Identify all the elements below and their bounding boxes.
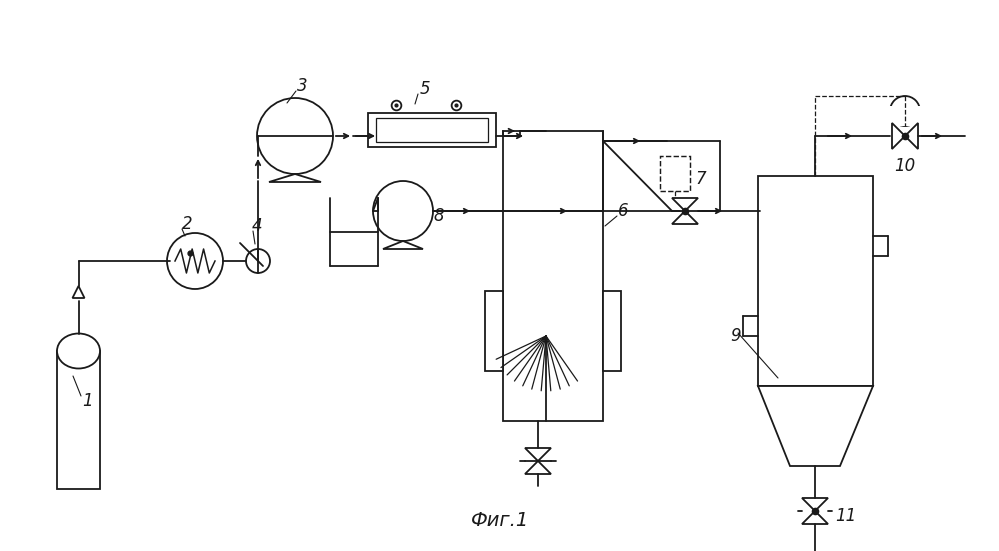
Polygon shape [802, 498, 828, 511]
Ellipse shape [57, 333, 100, 369]
Text: 4: 4 [252, 217, 263, 235]
Text: 2: 2 [182, 215, 193, 233]
Circle shape [257, 98, 333, 174]
Text: 7: 7 [695, 170, 705, 188]
Ellipse shape [890, 96, 920, 126]
Polygon shape [383, 241, 423, 249]
Polygon shape [905, 123, 918, 149]
Polygon shape [672, 211, 698, 224]
Text: 11: 11 [835, 507, 856, 525]
Circle shape [373, 181, 433, 241]
Bar [660, 156, 690, 191]
Text: 5: 5 [420, 80, 431, 98]
Text: 6: 6 [618, 202, 628, 220]
Polygon shape [892, 123, 905, 149]
Bar [368, 113, 496, 147]
Bar [57, 351, 100, 489]
Text: 8: 8 [433, 207, 444, 225]
Bar [376, 118, 488, 142]
Circle shape [167, 233, 223, 289]
Polygon shape [269, 174, 321, 182]
Polygon shape [525, 448, 551, 461]
Text: 10: 10 [894, 157, 916, 175]
Bar [885, 106, 925, 126]
Text: 9: 9 [730, 327, 740, 345]
Polygon shape [73, 286, 85, 298]
Text: 1: 1 [82, 392, 93, 410]
Polygon shape [802, 511, 828, 524]
Polygon shape [758, 386, 873, 466]
Circle shape [246, 249, 270, 273]
Bar [758, 176, 873, 386]
Bar [603, 291, 621, 371]
Polygon shape [672, 198, 698, 211]
Text: Фиг.1: Фиг.1 [471, 511, 529, 531]
Text: 3: 3 [297, 77, 308, 95]
Bar [503, 131, 603, 421]
Polygon shape [525, 461, 551, 474]
Bar [485, 291, 503, 371]
